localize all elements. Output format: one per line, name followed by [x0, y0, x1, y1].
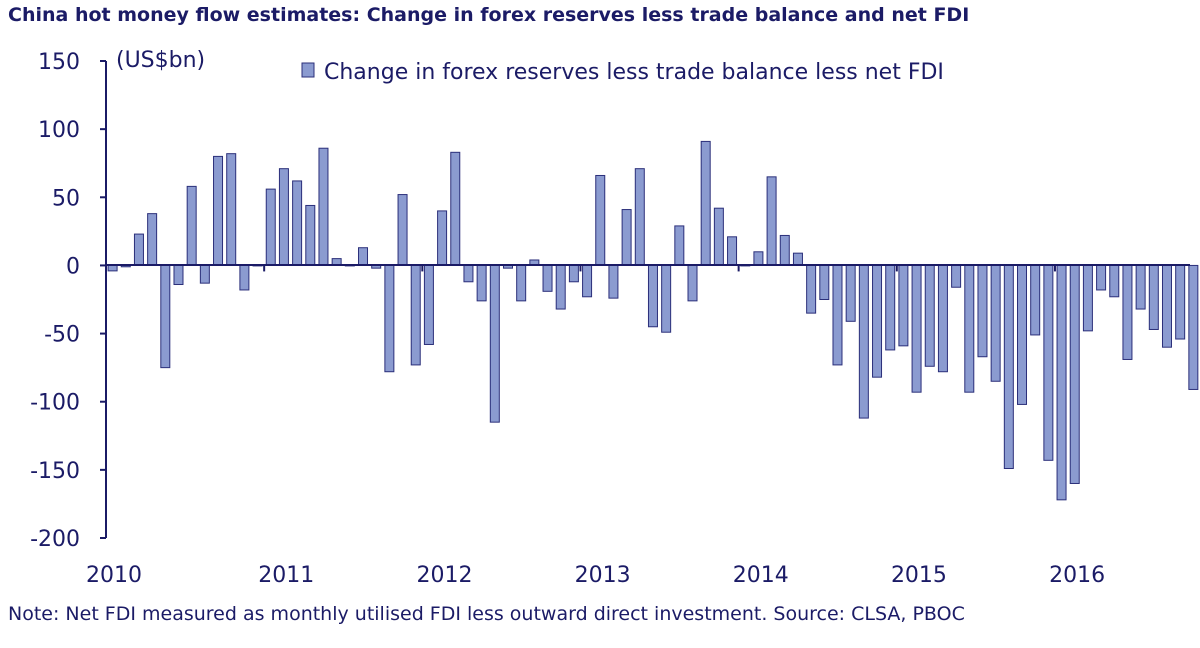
bar: [806, 264, 817, 314]
bar: [1003, 264, 1014, 469]
y-tick-label: -200: [30, 527, 80, 552]
bar: [489, 264, 500, 423]
bar: [186, 185, 197, 266]
y-tick-label: 150: [38, 50, 80, 75]
bar: [819, 264, 830, 300]
bar: [674, 225, 685, 266]
bar: [450, 151, 461, 266]
bar: [147, 213, 158, 266]
bar: [437, 210, 448, 266]
bar: [727, 236, 738, 266]
bar: [1122, 264, 1133, 360]
footnote: Note: Net FDI measured as monthly utilis…: [8, 603, 965, 625]
bar: [885, 264, 896, 351]
bar: [1069, 264, 1080, 484]
x-tick-label: 2014: [733, 563, 789, 588]
bar: [779, 234, 790, 266]
bar: [582, 264, 593, 298]
bar: [292, 180, 303, 266]
bar: [410, 264, 421, 366]
bar: [792, 252, 803, 266]
bar: [977, 264, 988, 358]
y-tick-label: 100: [38, 118, 80, 143]
legend-label: Change in forex reserves less trade bala…: [324, 60, 944, 85]
bar: [397, 194, 408, 266]
bar: [1082, 264, 1093, 332]
bar: [278, 168, 289, 266]
x-tick-label: 2016: [1049, 563, 1105, 588]
bar: [990, 264, 1001, 382]
bar: [1175, 264, 1186, 340]
bar: [661, 264, 672, 333]
bar: [766, 176, 777, 266]
bar: [516, 264, 527, 302]
bar: [318, 147, 329, 266]
bar: [133, 233, 144, 266]
bar: [358, 247, 369, 266]
y-ticks: 150 100 50 0 -50 -100 -150 -200: [30, 50, 106, 552]
bar: [476, 264, 487, 302]
bar: [226, 153, 237, 266]
y-tick-label: -150: [30, 459, 80, 484]
y-tick-label: 50: [52, 186, 80, 211]
bar: [1030, 264, 1041, 336]
bar: [832, 264, 843, 366]
bar: [872, 264, 883, 378]
bar: [160, 264, 171, 369]
bar-series: [107, 140, 1199, 501]
bar: [753, 251, 764, 266]
bar: [608, 264, 619, 299]
y-tick-label: -100: [30, 391, 80, 416]
x-tick-label: 2015: [891, 563, 947, 588]
bar: [1017, 264, 1028, 405]
y-tick-label: -50: [44, 323, 80, 348]
bar: [568, 264, 579, 283]
x-tick-label: 2012: [416, 563, 472, 588]
bar: [305, 204, 316, 266]
bar: [713, 207, 724, 266]
bar: [964, 264, 975, 393]
bar: [1096, 264, 1107, 291]
bar: [213, 155, 224, 266]
bar: [937, 264, 948, 373]
bar: [1109, 264, 1120, 298]
bar: [173, 264, 184, 286]
chart-title: China hot money flow estimates: Change i…: [8, 4, 970, 26]
bar: [595, 174, 606, 266]
x-tick-label: 2011: [258, 563, 314, 588]
x-tick-label: 2013: [575, 563, 631, 588]
bar: [647, 264, 658, 328]
bar: [911, 264, 922, 393]
bar: [700, 140, 711, 266]
bar: [634, 168, 645, 266]
bar: [621, 209, 632, 266]
bar: [463, 264, 474, 283]
legend-swatch: [301, 62, 315, 78]
bar: [858, 264, 869, 419]
bar: [1188, 264, 1199, 390]
bar: [687, 264, 698, 302]
x-tick-label: 2010: [86, 563, 142, 588]
bar: [924, 264, 935, 367]
bar: [423, 264, 434, 345]
bar: [845, 264, 856, 322]
unit-label: (US$bn): [116, 48, 205, 73]
bar: [1043, 264, 1054, 461]
y-tick-label: 0: [66, 254, 80, 279]
bar: [107, 264, 118, 272]
bar: [239, 264, 250, 291]
bar: [384, 264, 395, 373]
bar: [1135, 264, 1146, 310]
bar: [1148, 264, 1159, 330]
bar: [1161, 264, 1172, 348]
bar: [555, 264, 566, 310]
x-ticks: 2010 2011 2012 2013 2014 2015 2016: [86, 265, 1105, 588]
bar: [951, 264, 962, 288]
bar: [265, 188, 276, 266]
bar: [542, 264, 553, 292]
bar: [898, 264, 909, 347]
bar: [199, 264, 210, 284]
bar: [1056, 264, 1067, 501]
